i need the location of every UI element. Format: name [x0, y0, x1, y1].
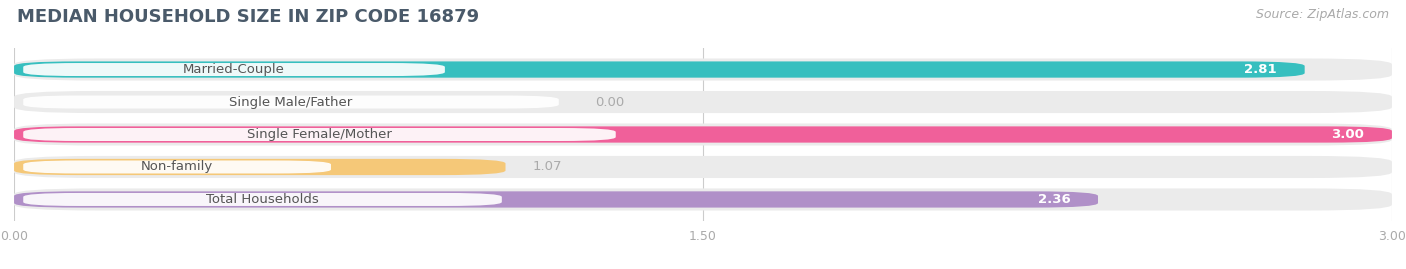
FancyBboxPatch shape: [24, 161, 330, 174]
FancyBboxPatch shape: [14, 188, 1392, 211]
FancyBboxPatch shape: [24, 193, 502, 206]
Text: Married-Couple: Married-Couple: [183, 63, 285, 76]
Text: 2.36: 2.36: [1038, 193, 1070, 206]
FancyBboxPatch shape: [24, 128, 616, 141]
Text: Single Female/Mother: Single Female/Mother: [247, 128, 392, 141]
Text: Single Male/Father: Single Male/Father: [229, 95, 353, 108]
Text: Source: ZipAtlas.com: Source: ZipAtlas.com: [1256, 8, 1389, 21]
FancyBboxPatch shape: [14, 191, 1098, 208]
Text: 0.00: 0.00: [596, 95, 624, 108]
FancyBboxPatch shape: [24, 63, 444, 76]
Text: 3.00: 3.00: [1331, 128, 1364, 141]
FancyBboxPatch shape: [24, 95, 558, 108]
Text: MEDIAN HOUSEHOLD SIZE IN ZIP CODE 16879: MEDIAN HOUSEHOLD SIZE IN ZIP CODE 16879: [17, 8, 479, 26]
Text: Non-family: Non-family: [141, 161, 214, 174]
FancyBboxPatch shape: [14, 126, 1392, 143]
FancyBboxPatch shape: [14, 61, 1305, 78]
Text: 1.07: 1.07: [533, 161, 562, 174]
FancyBboxPatch shape: [14, 58, 1392, 81]
FancyBboxPatch shape: [14, 123, 1392, 146]
FancyBboxPatch shape: [14, 159, 506, 175]
Text: Total Households: Total Households: [207, 193, 319, 206]
FancyBboxPatch shape: [14, 156, 1392, 178]
FancyBboxPatch shape: [14, 91, 1392, 113]
Text: 2.81: 2.81: [1244, 63, 1277, 76]
